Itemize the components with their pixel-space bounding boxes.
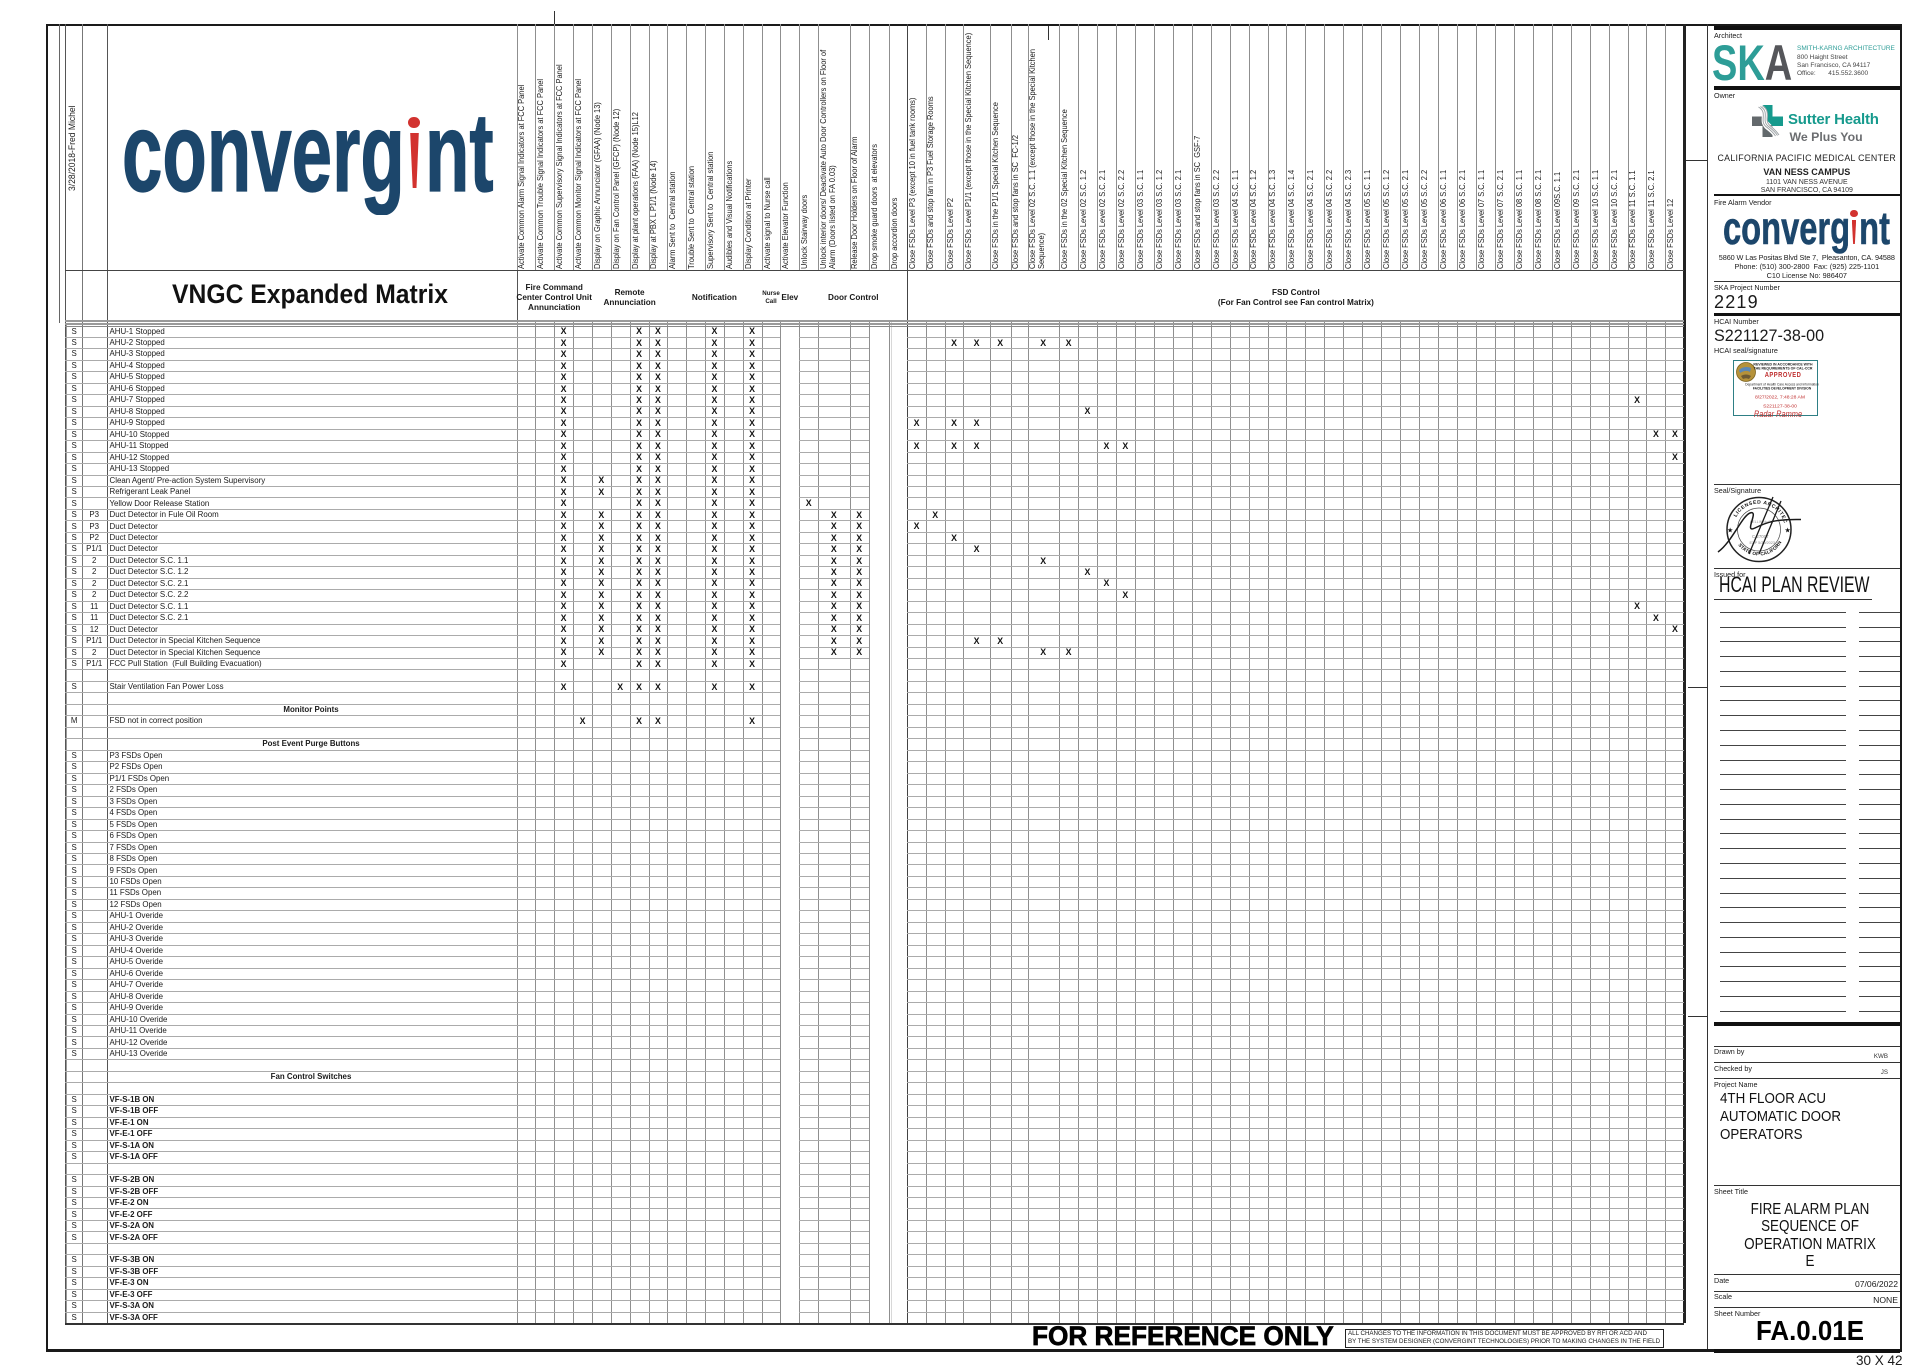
svg-text:EXP 5/30/2023: EXP 5/30/2023	[1750, 541, 1775, 545]
svg-text:★: ★	[1785, 527, 1791, 535]
svg-text:C 27007: C 27007	[1752, 534, 1769, 539]
svg-text:★: ★	[1727, 527, 1733, 535]
svg-text:KELLIN McCL: KELLIN McCL	[1750, 520, 1773, 524]
